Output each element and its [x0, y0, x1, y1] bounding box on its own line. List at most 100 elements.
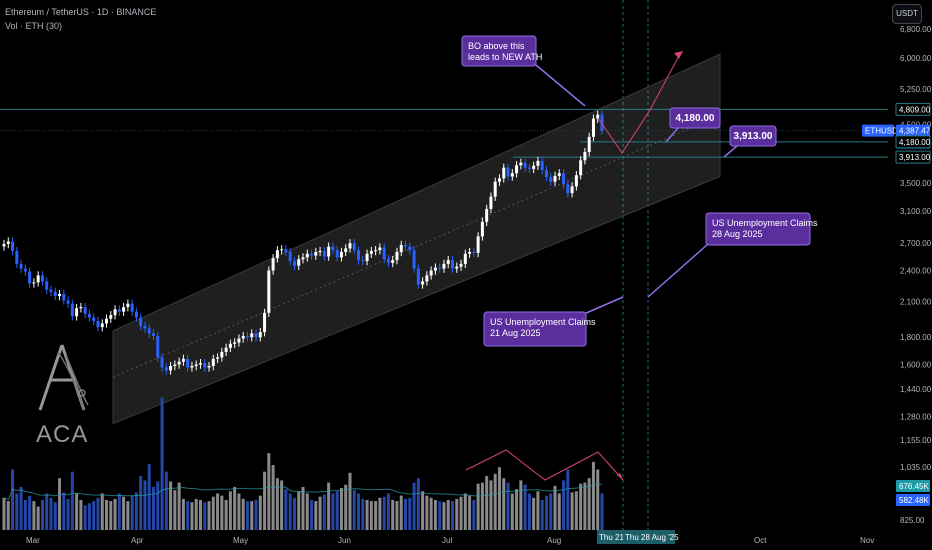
date-tags: Thu 21 Thu 28 Aug '25 — [597, 530, 679, 544]
volume-bar — [297, 491, 301, 530]
candle — [510, 169, 514, 181]
volume-bar — [134, 492, 138, 530]
candle — [92, 313, 96, 326]
candle — [391, 255, 395, 268]
symbol-title: Ethereum / TetherUS · 1D · BINANCE — [5, 7, 157, 17]
currency-scale-button[interactable]: USDT — [892, 4, 922, 24]
volume-bar — [331, 493, 335, 530]
volume-bar — [480, 482, 484, 530]
candle — [258, 328, 262, 342]
date-tag-end-bg — [623, 530, 675, 544]
candle — [271, 254, 275, 275]
candle-body — [62, 293, 66, 301]
volume-bar — [361, 498, 365, 530]
candle — [425, 271, 429, 286]
volume-bar — [194, 498, 198, 530]
candle — [6, 237, 10, 249]
volume-bar — [339, 488, 343, 530]
volume-bar — [53, 502, 57, 530]
candle-body — [322, 251, 326, 257]
volume-bar — [2, 497, 6, 530]
candle-body — [40, 275, 44, 282]
candle-body — [164, 367, 168, 371]
volume-bar — [536, 491, 540, 530]
volume-bar — [527, 493, 531, 530]
volume-bar — [275, 478, 279, 530]
volume-bar — [305, 493, 309, 530]
candle-body — [70, 303, 74, 317]
candle — [117, 305, 121, 316]
candle-body — [600, 114, 604, 131]
volume-bar — [574, 491, 578, 530]
candle — [53, 287, 57, 301]
candle — [502, 163, 506, 183]
candle-body — [536, 160, 540, 166]
support-3913-callout: 3,913.00 — [723, 125, 777, 158]
volume-bar — [301, 486, 305, 530]
candle-body — [220, 351, 224, 358]
candle — [267, 266, 271, 318]
ath-breakout-callout-text: BO above this — [468, 41, 525, 51]
candle-body — [459, 263, 463, 267]
candle-body — [267, 270, 271, 313]
candle-body — [2, 244, 6, 247]
volume-bar — [40, 500, 44, 530]
support-3913-callout-pointer — [723, 145, 738, 158]
x-tick-label: May — [233, 536, 248, 545]
volume-bar — [425, 495, 429, 530]
candle-body — [527, 167, 531, 169]
aca-logo: ACA — [36, 344, 89, 448]
date-tag-end: Thu 28 Aug '25 — [625, 533, 679, 542]
candle-body — [331, 246, 335, 251]
x-tick-label: Jun — [338, 536, 351, 545]
volume-bar — [122, 496, 126, 530]
candle — [480, 217, 484, 241]
candle-body — [237, 338, 241, 343]
candle-body — [399, 244, 403, 252]
symbol-tag: ETHUSDT — [862, 124, 903, 137]
volume-bar — [228, 491, 232, 530]
volume-bar — [109, 501, 113, 530]
candle — [152, 329, 155, 341]
candle — [177, 357, 181, 369]
candle — [459, 259, 463, 271]
candle-body — [361, 260, 365, 262]
candle-body — [250, 333, 254, 338]
candle — [45, 277, 49, 294]
candle — [207, 361, 211, 372]
candle — [105, 314, 109, 328]
candle — [489, 192, 493, 214]
candle — [515, 161, 519, 178]
candle — [412, 246, 416, 273]
candle-body — [297, 259, 301, 266]
candle — [143, 321, 147, 333]
candle — [544, 165, 548, 182]
volume-bar — [280, 480, 284, 530]
y-tick-label: 2,100.00 — [900, 297, 932, 306]
volume-bar — [348, 472, 352, 530]
candle — [408, 242, 412, 255]
support-3913-callout-box — [729, 125, 777, 147]
volume-bar — [557, 493, 561, 530]
volume-bar — [472, 500, 476, 530]
candle-body — [92, 317, 96, 322]
candle-body — [130, 303, 134, 312]
x-tick-label: Apr — [131, 536, 144, 545]
candle-body — [502, 167, 506, 179]
candle — [109, 311, 113, 323]
volume-bar — [186, 501, 190, 530]
ath-breakout-callout-text: leads to NEW ATH — [468, 52, 542, 62]
candle — [476, 232, 480, 258]
volume-bar — [459, 496, 463, 530]
candle — [596, 110, 600, 123]
candle — [62, 289, 66, 305]
volume-bar — [284, 489, 288, 530]
volume-tag-last-bg — [896, 494, 930, 506]
candle — [583, 147, 587, 165]
candle — [570, 182, 574, 198]
candle — [58, 289, 62, 301]
volume-bar — [92, 501, 96, 530]
candle — [536, 156, 540, 170]
price-tag-4180: 4,180.00 — [895, 135, 931, 149]
